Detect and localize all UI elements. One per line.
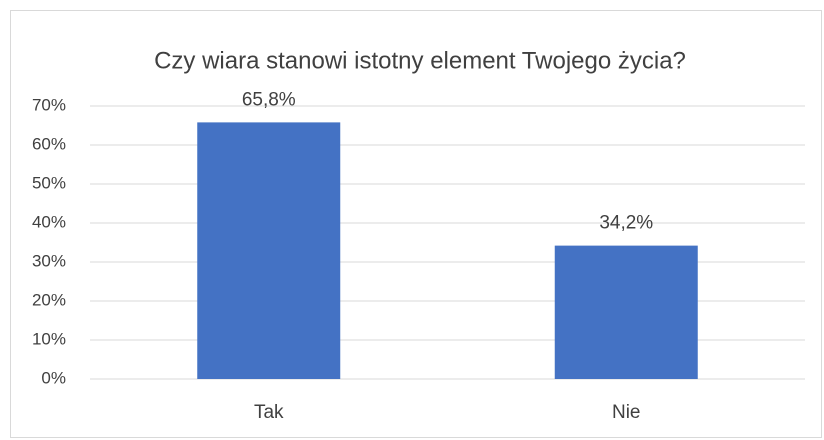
x-tick-label: Tak xyxy=(254,402,284,423)
chart-border xyxy=(10,10,822,438)
y-tick-label: 50% xyxy=(32,173,66,192)
y-tick-label: 20% xyxy=(32,290,66,309)
value-label: 34,2% xyxy=(599,213,653,234)
chart-title: Czy wiara stanowi istotny element Twojeg… xyxy=(154,47,686,74)
y-tick-label: 30% xyxy=(32,251,66,270)
bar xyxy=(197,122,341,379)
y-tick-label: 40% xyxy=(32,212,66,231)
value-label: 65,8% xyxy=(242,89,296,110)
bar xyxy=(554,245,698,379)
x-tick-label: Nie xyxy=(612,402,641,423)
y-tick-label: 10% xyxy=(32,329,66,348)
y-tick-label: 60% xyxy=(32,134,66,153)
y-tick-label: 0% xyxy=(41,368,66,387)
y-tick-label: 70% xyxy=(32,95,66,114)
